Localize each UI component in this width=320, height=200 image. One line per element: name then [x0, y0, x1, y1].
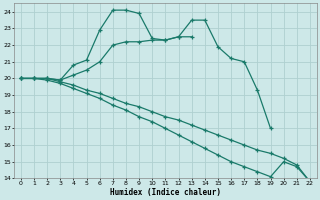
X-axis label: Humidex (Indice chaleur): Humidex (Indice chaleur)	[110, 188, 221, 197]
